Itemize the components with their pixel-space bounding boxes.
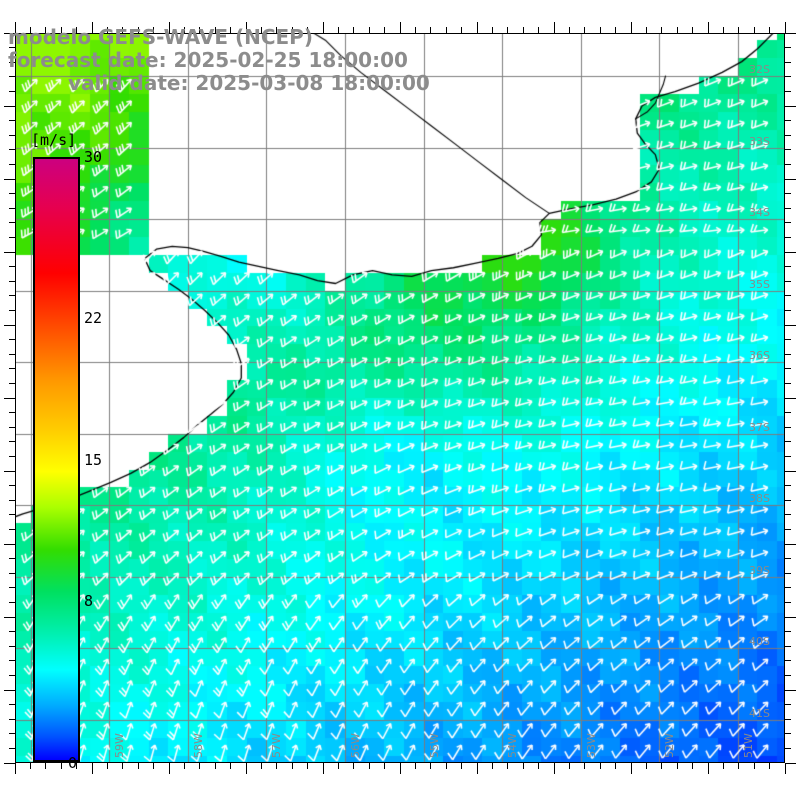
y-tick-label: 37S [749, 420, 770, 434]
x-tick-label: 54W [506, 733, 520, 758]
colorbar-tick-label: 0 [68, 754, 78, 772]
x-tick-label: 55W [427, 733, 441, 758]
x-tick-label: 57W [270, 733, 284, 758]
colorbar-unit-label: [m/s] [31, 131, 77, 149]
x-tick-label: 58W [191, 733, 205, 758]
axis-ticks-right [785, 32, 798, 764]
y-tick-label: 35S [749, 277, 770, 291]
x-tick-label: 53W [584, 733, 598, 758]
colorbar-tick-label: 15 [84, 450, 103, 469]
colorbar-tick-label: 30 [84, 148, 103, 166]
y-tick-label: 40S [749, 635, 770, 649]
x-tick-label: 59W [113, 733, 127, 758]
y-tick-label: 33S [749, 134, 770, 148]
y-tick-label: 38S [749, 492, 770, 506]
x-tick-label: 56W [349, 733, 362, 758]
axis-ticks-top [14, 21, 786, 33]
y-tick-label: 32S [749, 62, 770, 76]
colorbar-tick-label: 8 [84, 591, 94, 610]
x-tick-label: 52W [663, 733, 677, 758]
axis-ticks-bottom [14, 763, 786, 776]
coastline-and-wind-barbs [15, 33, 785, 763]
x-tick-label: 51W [741, 733, 755, 758]
y-tick-label: 36S [749, 349, 770, 363]
axis-ticks-left [3, 32, 15, 764]
y-tick-label: 39S [749, 563, 770, 577]
y-tick-label: 41S [749, 707, 770, 721]
y-tick-label: 34S [749, 206, 770, 220]
colorbar-tick-label: 22 [84, 309, 103, 328]
colorbar[interactable] [33, 157, 80, 762]
map-plot-area[interactable] [15, 33, 785, 763]
